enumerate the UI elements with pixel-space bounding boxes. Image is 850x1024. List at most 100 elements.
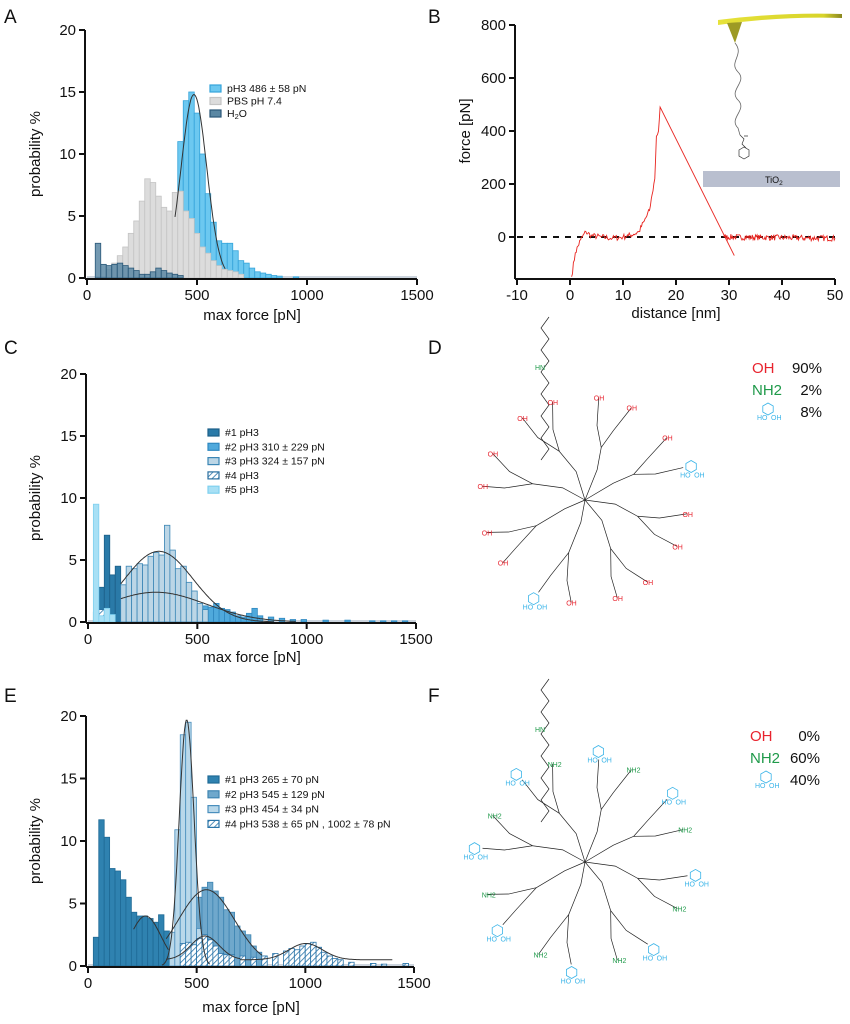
histogram-bar — [168, 931, 176, 967]
catechol-icon: HO OH — [684, 868, 709, 888]
histogram-bar — [158, 554, 165, 623]
histogram-bar — [120, 584, 127, 623]
polymer-chain — [734, 42, 742, 136]
histogram-bar — [100, 263, 107, 279]
x-tick-label: 0 — [84, 631, 92, 648]
histogram-bar — [202, 609, 209, 623]
dendrimer-branch — [584, 809, 602, 863]
dendrimer-branch — [532, 845, 586, 863]
catechol-icon: HO OH — [464, 842, 489, 862]
histogram-bar — [245, 934, 252, 967]
hydroxyl-label: OH — [694, 473, 705, 480]
x-tick-label: 50 — [827, 287, 844, 304]
histogram-bar — [122, 265, 129, 279]
benzene-ring — [689, 868, 702, 882]
dendrimer-branch — [502, 525, 537, 563]
benzene-ring — [491, 924, 504, 938]
dendrimer-branch — [502, 887, 537, 925]
force-curve — [571, 105, 735, 277]
dendrimer-branch — [521, 417, 560, 452]
hydroxyl-label: HO — [505, 780, 516, 787]
histogram-bar — [166, 272, 173, 279]
histogram-bar — [331, 958, 339, 967]
histogram-bar — [259, 272, 267, 279]
histogram-bar — [254, 271, 261, 279]
terminal-group-label: NH2 — [482, 892, 496, 899]
legend-label: PBS pH 7.4 — [227, 96, 282, 108]
dendrimer-branch — [584, 499, 611, 549]
histogram-bar — [120, 879, 127, 967]
histogram-bar — [265, 273, 272, 279]
y-tick-label: 10 — [60, 833, 77, 850]
catechol-icon: HO OH — [680, 460, 705, 480]
x-axis-label: distance [nm] — [631, 305, 720, 322]
dendrimer-branch — [521, 779, 560, 814]
benzene-ring — [592, 745, 604, 758]
histogram-bar — [149, 182, 157, 279]
histogram-bar — [144, 178, 151, 279]
dendrimer-branch — [633, 467, 684, 475]
hydroxyl-label: HO — [755, 783, 766, 790]
axes — [80, 373, 417, 629]
y-tick-label: 0 — [68, 270, 76, 287]
dendrimer-branch — [600, 769, 632, 810]
legend-label-part: 2 — [235, 112, 239, 121]
histogram-bar — [402, 963, 409, 967]
histogram-bar — [199, 246, 206, 279]
panel-letter: E — [4, 686, 17, 707]
legend-label: #2 pH3 310 ± 229 pN — [225, 441, 325, 453]
dendrimer-branch — [538, 914, 570, 955]
hydroxyl-label: HO — [486, 937, 497, 944]
legend-group-label: NH2 — [752, 382, 782, 399]
histogram-bar — [226, 270, 234, 279]
histogram-bar — [125, 565, 133, 623]
y-axis-label: probability % — [27, 455, 44, 541]
histogram-bar — [210, 260, 217, 279]
terminal-group-label: NH2 — [488, 813, 502, 820]
histogram-bar — [223, 954, 230, 967]
histogram-bar — [270, 275, 278, 279]
legend-group-label: OH — [752, 360, 775, 377]
x-tick-label: 0 — [84, 975, 92, 992]
y-axis-label: probability % — [27, 798, 44, 884]
dendrimer-branch — [610, 548, 648, 583]
dendrimer-branch — [584, 474, 634, 501]
terminal-group-label: OH — [643, 580, 654, 587]
x-axis-label: max force [pN] — [203, 307, 301, 324]
catechol-icon: HO OH — [757, 402, 782, 422]
benzene-ring — [528, 592, 540, 606]
terminal-group-label: OH — [672, 545, 683, 552]
legend-label: #2 pH3 545 ± 129 pN — [225, 789, 325, 801]
histogram-bar — [204, 252, 212, 279]
legend-label: #4 pH3 538 ± 65 pN , 1002 ± 78 pN — [225, 818, 391, 830]
dendrimer-branch — [584, 447, 602, 501]
dendrimer-branch — [566, 552, 572, 603]
histogram-bar — [147, 918, 154, 967]
legend-label: #5 pH3 — [225, 484, 259, 496]
legend: #1 pH3 265 ± 70 pN #2 pH3 545 ± 129 pN #3 … — [207, 774, 391, 830]
series-1 — [92, 819, 176, 967]
y-tick-label: 400 — [481, 123, 506, 140]
peg-chain — [540, 316, 550, 461]
legend-percent: 90% — [792, 360, 822, 377]
dendrimer-branch — [536, 861, 586, 888]
histogram-bar — [185, 721, 192, 967]
histogram-bar — [160, 206, 168, 279]
axes — [80, 715, 415, 973]
histogram-bar — [390, 620, 398, 623]
hydroxyl-label: OH — [478, 855, 489, 862]
histogram-bar — [155, 267, 162, 279]
legend-percent: 8% — [800, 404, 822, 421]
hydroxyl-label: HO — [680, 473, 691, 480]
histogram-bar — [348, 961, 355, 967]
dendrimer-branch — [637, 513, 688, 519]
x-tick-label: 1500 — [399, 631, 432, 648]
tio2-substrate — [703, 171, 840, 187]
histogram-bar — [315, 946, 322, 967]
histogram-bar — [141, 915, 149, 967]
legend-label-part: H — [227, 108, 235, 120]
histogram-bar — [179, 734, 187, 967]
